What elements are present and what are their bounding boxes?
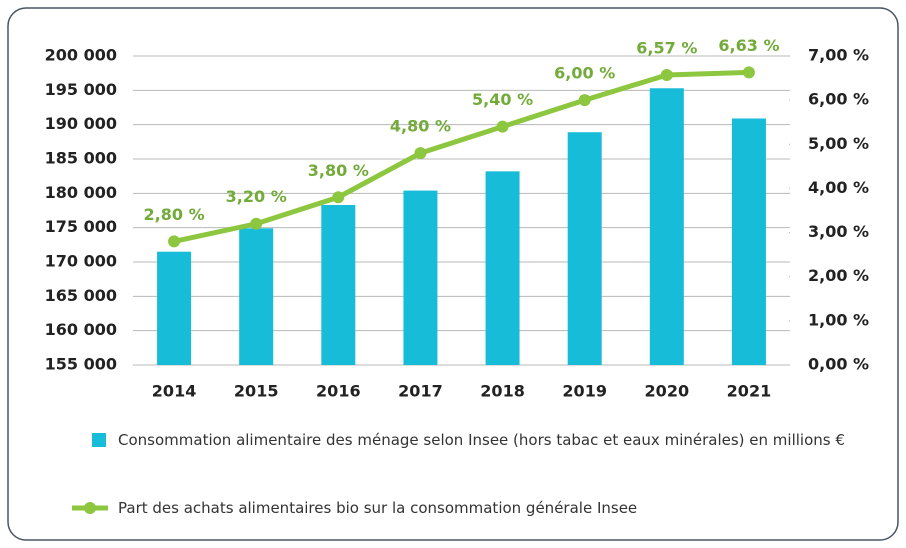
- bar: [485, 171, 520, 365]
- data-label: 3,20 %: [226, 187, 287, 206]
- marker: [660, 68, 673, 81]
- line: [173, 69, 750, 244]
- bar: [567, 132, 602, 365]
- y2-tick-label: 2,00 %: [808, 266, 869, 285]
- bar: [731, 118, 766, 365]
- x-tick-label: 2018: [480, 382, 525, 401]
- x-tick-label: 2021: [727, 382, 772, 401]
- y-tick-label: 185 000: [45, 149, 117, 168]
- y-tick-label: 165 000: [45, 286, 117, 305]
- marker: [496, 120, 509, 133]
- marker: [742, 66, 755, 79]
- data-label: 6,57 %: [636, 38, 697, 57]
- y2-tick-label: 1,00 %: [808, 310, 869, 329]
- data-label: 3,80 %: [308, 161, 369, 180]
- data-label: 6,00 %: [554, 64, 615, 83]
- y2-tick-label: 0,00 %: [808, 355, 869, 374]
- x-tick-label: 2015: [234, 382, 279, 401]
- marker: [250, 217, 263, 230]
- x-tick-label: 2016: [316, 382, 361, 401]
- legend-swatch: [92, 433, 106, 447]
- legend-marker: [84, 502, 96, 514]
- data-label: 4,80 %: [390, 117, 451, 136]
- y-tick-label: 175 000: [45, 217, 117, 236]
- data-label: 5,40 %: [472, 90, 533, 109]
- legend-label: Consommation alimentaire des ménage selo…: [118, 431, 845, 449]
- y-tick-label: 155 000: [45, 355, 117, 374]
- marker: [332, 191, 345, 204]
- y2-tick-label: 6,00 %: [808, 90, 869, 109]
- data-label: 2,80 %: [144, 205, 205, 224]
- marker: [578, 94, 591, 107]
- x-tick-label: 2014: [152, 382, 197, 401]
- y-tick-label: 195 000: [45, 80, 117, 99]
- y-tick-label: 200 000: [45, 46, 117, 65]
- y2-tick-label: 7,00 %: [808, 46, 869, 65]
- y-tick-label: 170 000: [45, 252, 117, 271]
- bar: [239, 228, 274, 365]
- y2-tick-label: 5,00 %: [808, 134, 869, 153]
- y2-tick-label: 4,00 %: [808, 178, 869, 197]
- y-tick-label: 180 000: [45, 183, 117, 202]
- x-tick-label: 2019: [562, 382, 607, 401]
- bar: [321, 205, 356, 365]
- x-tick-label: 2020: [645, 382, 690, 401]
- y-tick-label: 160 000: [45, 320, 117, 339]
- x-tick-label: 2017: [398, 382, 443, 401]
- marker: [168, 235, 181, 248]
- marker: [414, 147, 427, 160]
- y2-tick-label: 3,00 %: [808, 222, 869, 241]
- bar: [649, 88, 684, 366]
- bar: [403, 190, 438, 365]
- bar: [157, 251, 192, 365]
- y-tick-label: 190 000: [45, 114, 117, 133]
- data-label: 6,63 %: [718, 36, 779, 55]
- legend-label: Part des achats alimentaires bio sur la …: [118, 499, 638, 517]
